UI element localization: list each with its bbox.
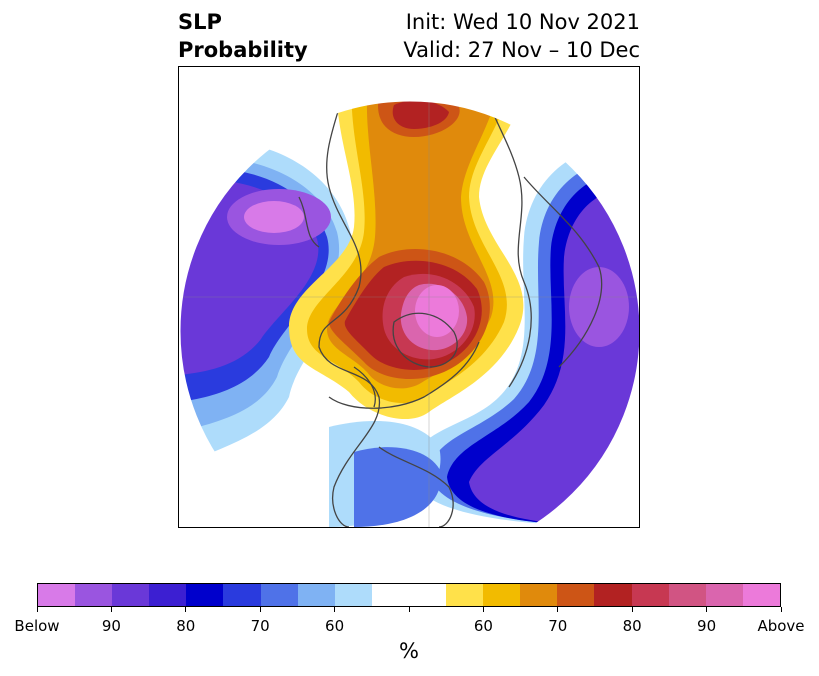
below-anomaly-atlantic [409,145,639,527]
colorbar-tick [780,607,782,612]
colorbar-tick [110,607,112,612]
colorbar-tick-label: 80 [176,617,196,635]
valid-range: Valid: 27 Nov – 10 Dec [403,38,640,62]
colorbar-swatch [297,584,335,606]
map-dates: Init: Wed 10 Nov 2021 Valid: 27 Nov – 10… [403,8,640,64]
colorbar-swatch [75,584,113,606]
colorbar-swatch [631,584,669,606]
colorbar-swatch [186,584,224,606]
colorbar-tick [334,607,336,612]
colorbar-tick-label: 60 [473,617,493,635]
colorbar-swatch [594,584,632,606]
colorbar-swatch [149,584,187,606]
colorbar-tick [706,607,708,612]
colorbar-swatch [38,584,76,606]
colorbar-tick [185,607,187,612]
colorbar-tick [36,607,38,612]
title-product: Probability [178,38,308,62]
map-title: SLP Probability [178,8,308,64]
colorbar-tick [259,607,261,612]
colorbar-tick-label: 90 [101,617,121,635]
polar-projection [179,100,639,527]
colorbar-tick [631,607,633,612]
colorbar-swatch [668,584,706,606]
colorbar-swatch [483,584,521,606]
colorbar-swatch [260,584,298,606]
colorbar-swatch [371,584,409,606]
colorbar-tick-label: Above [757,617,805,635]
colorbar-tick [408,607,410,612]
colorbar-swatch [223,584,261,606]
title-variable: SLP [178,10,222,34]
colorbar-tick-label: 90 [697,617,717,635]
coastlines [180,101,639,527]
colorbar-swatch [557,584,595,606]
colorbar-swatch [705,584,743,606]
colorbar-tick-label: 60 [325,617,345,635]
colorbar-tick-label: Below [14,617,60,635]
colorbar-swatch [112,584,150,606]
colorbar [37,583,781,607]
colorbar-swatch [520,584,558,606]
colorbar-tick-label: 70 [548,617,568,635]
colorbar-swatch [334,584,372,606]
above-anomaly-arctic [289,101,529,420]
below-anomaly-pacific [180,140,353,467]
colorbar-unit-label: % [399,639,419,663]
colorbar-tick-label: 70 [250,617,270,635]
colorbar-tick [482,607,484,612]
colorbar-swatch [446,584,484,606]
colorbar-swatch [742,584,780,606]
colorbar-swatch [408,584,447,606]
colorbar-tick [557,607,559,612]
init-date: Init: Wed 10 Nov 2021 [405,10,640,34]
colorbar-tick-label: 80 [622,617,642,635]
probability-map [178,66,640,528]
